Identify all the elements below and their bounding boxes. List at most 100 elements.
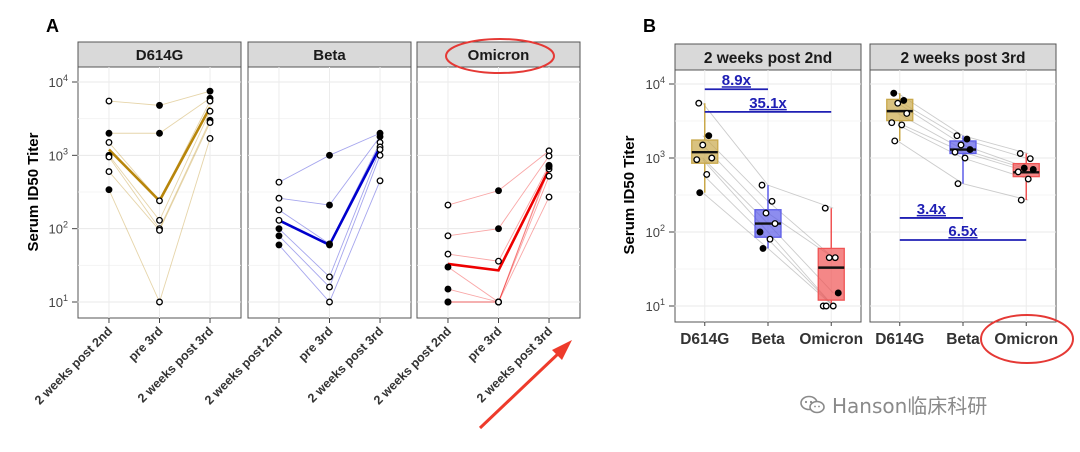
data-point [822, 302, 830, 310]
panel-b-y-tick-label: 102 [646, 223, 665, 240]
data-point [444, 298, 452, 306]
data-point [326, 241, 333, 249]
facet-title-d614g: D614G [136, 47, 184, 64]
data-point [444, 285, 452, 293]
tick-exponent: 2 [63, 220, 68, 230]
data-point [903, 109, 911, 117]
data-point [1029, 166, 1037, 173]
tick-exponent: 2 [660, 223, 665, 233]
data-point [759, 244, 767, 252]
data-point [156, 129, 163, 137]
data-point [156, 101, 163, 109]
data-point [545, 193, 553, 201]
data-point [545, 152, 553, 160]
facet-strip-b-1 [869, 43, 1057, 71]
facet-strip-d614g [77, 41, 242, 68]
fold-change-label: 35.1x [749, 95, 787, 112]
data-point [444, 250, 452, 258]
data-point [703, 170, 711, 178]
data-point [545, 163, 553, 171]
data-point [829, 302, 837, 310]
data-point [376, 146, 384, 153]
x-tick-label: Beta [751, 331, 785, 348]
facet-title-beta: Beta [313, 47, 346, 64]
panel-b-y-axis-label: Serum ID50 Titer [621, 135, 638, 254]
data-point [766, 235, 774, 243]
data-point [894, 99, 902, 107]
data-point [105, 186, 113, 194]
data-point [156, 197, 163, 205]
data-point [900, 96, 908, 104]
x-tick-label: D614G [875, 331, 924, 348]
data-point [1024, 175, 1032, 183]
data-point [156, 216, 163, 224]
highlight-ellipse-omicron-b [980, 314, 1074, 364]
panel-a-y-tick-label: 101 [49, 293, 68, 310]
tick-exponent: 3 [63, 146, 68, 156]
data-point [825, 254, 833, 262]
data-point [105, 168, 113, 176]
highlight-arrow-head [552, 340, 572, 360]
data-point [951, 148, 959, 156]
data-point [963, 135, 971, 143]
data-point [495, 257, 502, 265]
data-point [495, 225, 502, 233]
data-point [326, 151, 333, 159]
data-point [206, 134, 214, 142]
data-point [762, 209, 770, 217]
data-point [1020, 164, 1028, 172]
data-point [206, 119, 214, 126]
wechat-icon [800, 395, 826, 415]
panel-a-y-tick-label: 103 [49, 146, 68, 163]
data-point [1016, 150, 1024, 157]
data-point [495, 298, 502, 306]
data-point [156, 298, 163, 306]
watermark: Hanson临床科研 [800, 390, 987, 419]
panel-a-y-axis-label: Serum ID50 Titer [25, 132, 42, 251]
data-point [545, 172, 553, 180]
data-point [953, 132, 961, 140]
data-point [326, 298, 333, 306]
panel-b-y-tick-label: 104 [646, 75, 665, 92]
data-point [275, 194, 283, 202]
data-point [768, 197, 776, 205]
tick-base: 10 [646, 151, 660, 166]
x-tick-label: D614G [680, 331, 729, 348]
data-point [275, 216, 283, 224]
data-point [105, 129, 113, 137]
median-line [447, 168, 551, 272]
x-tick-label: 2 weeks post 2nd [32, 324, 115, 407]
facet-title-b-1: 2 weeks post 3rd [901, 50, 1026, 67]
x-tick-label: pre 3rd [296, 324, 336, 364]
data-point [275, 225, 283, 233]
data-point [888, 119, 896, 127]
panel-b-y-tick-label: 103 [646, 149, 665, 166]
data-point [696, 189, 704, 197]
tick-exponent: 3 [660, 149, 665, 159]
highlight-ellipse-omicron [445, 38, 555, 74]
data-point [105, 153, 113, 161]
data-point [495, 187, 502, 195]
fold-change-label: 3.4x [917, 201, 947, 218]
data-point [771, 220, 779, 228]
x-tick-label: 2 weeks post 2nd [202, 324, 285, 407]
tick-base: 10 [646, 77, 660, 92]
data-point [105, 138, 113, 146]
data-point [705, 132, 713, 140]
fold-change-label: 6.5x [948, 223, 978, 240]
data-point [206, 97, 214, 105]
x-tick-label: Omicron [994, 331, 1058, 348]
data-point [275, 178, 283, 186]
data-point [695, 99, 703, 107]
data-point [834, 289, 842, 297]
facet-strip-beta [247, 41, 412, 68]
fold-change-label: 8.9x [722, 72, 752, 89]
data-point [444, 263, 452, 271]
data-point [821, 204, 829, 212]
tick-base: 10 [49, 222, 63, 237]
facet-title-omicron: Omicron [468, 47, 530, 64]
data-point [1014, 168, 1022, 176]
data-point [376, 151, 384, 159]
data-point [326, 283, 333, 291]
